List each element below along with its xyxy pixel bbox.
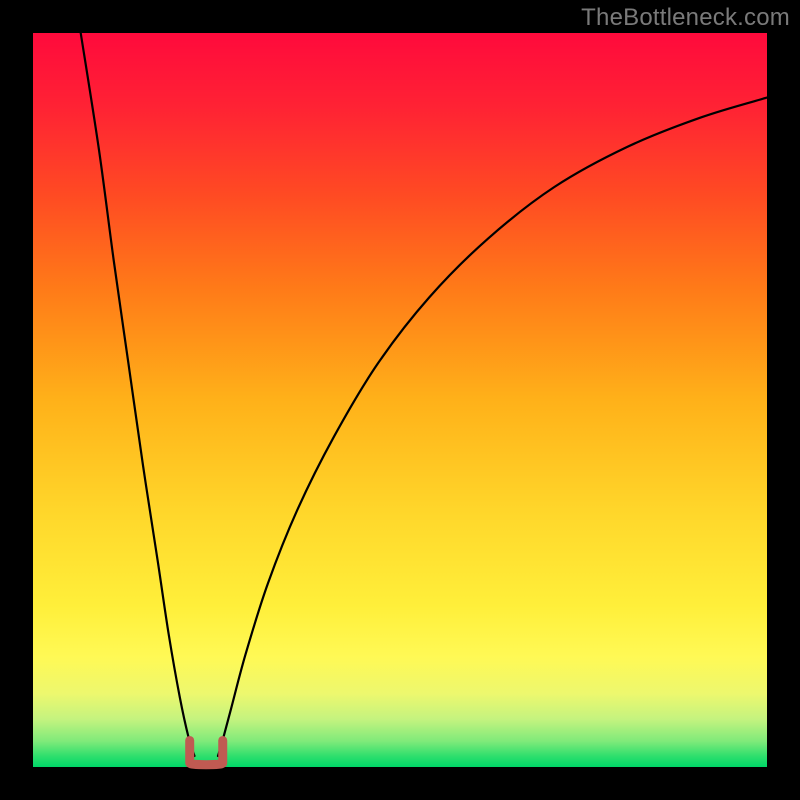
chart-container: TheBottleneck.com	[0, 0, 800, 800]
plot-background	[33, 33, 767, 767]
watermark-text: TheBottleneck.com	[581, 4, 790, 32]
bottleneck-chart	[0, 0, 800, 800]
